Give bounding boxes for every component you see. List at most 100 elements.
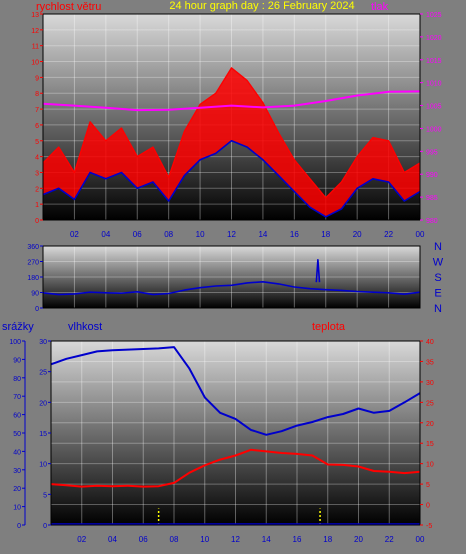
top-x-tick-label: 10 <box>196 230 205 239</box>
top-y-tick-label-right: 1015 <box>426 58 442 65</box>
bottom-plot-area <box>51 341 420 525</box>
top-y-tick-label-left: 11 <box>32 44 39 51</box>
top-y-tick-label-left: 2 <box>35 186 39 193</box>
bottom-y-tick-label-left: 5 <box>43 492 47 499</box>
bottom-y-tick-label-left: 90 <box>13 357 21 364</box>
bottom-y-tick-label-left: 20 <box>13 486 21 493</box>
bottom-x-tick-label: 20 <box>354 535 363 544</box>
top-x-tick-label: 20 <box>353 230 362 239</box>
bottom-y-tick-label-left: 70 <box>13 394 21 401</box>
top-y-tick-label-left: 3 <box>35 170 39 177</box>
bottom-y-tick-label-right: 0 <box>426 503 430 510</box>
top-y-tick-label-left: 8 <box>35 91 39 98</box>
top-x-tick-label: 14 <box>258 230 267 239</box>
wind-max-line <box>42 67 421 199</box>
bottom-x-tick-label: 22 <box>385 535 394 544</box>
top-y-tick-label-right: 990 <box>426 172 438 179</box>
top-y-tick-label-right: 980 <box>426 218 438 225</box>
top-y-tick-label-left: 7 <box>35 107 39 114</box>
top-y-tick-label-right: 985 <box>426 195 438 202</box>
series-layer <box>42 67 421 525</box>
rain-label: srážky <box>2 321 34 333</box>
bottom-y-tick-label-right: -5 <box>426 523 432 530</box>
top-y-tick-label-left: 9 <box>35 75 39 82</box>
wind-direction-line <box>42 280 421 296</box>
top-x-tick-label: 16 <box>290 230 299 239</box>
bottom-x-tick-label: 02 <box>77 535 86 544</box>
bottom-y-tick-label-right: 35 <box>426 359 434 366</box>
wind-speed-band <box>43 67 420 217</box>
bottom-y-tick-label-right: 20 <box>426 421 434 428</box>
bottom-x-tick-label: 00 <box>416 535 425 544</box>
chart-title: 24 hour graph day : 26 February 2024 <box>169 0 354 12</box>
top-y-tick-label-right: 1005 <box>426 104 442 111</box>
middle-plot-area <box>43 246 420 308</box>
top-x-tick-label: 12 <box>227 230 236 239</box>
wind-direction-spike <box>315 258 321 283</box>
compass-label: W <box>433 257 444 269</box>
top-x-tick-label: 18 <box>321 230 330 239</box>
top-y-tick-label-left: 12 <box>31 28 39 35</box>
compass-label: E <box>434 288 441 300</box>
bottom-y-tick-label-left: 30 <box>13 468 21 475</box>
top-y-tick-label-right: 995 <box>426 149 438 156</box>
top-y-tick-label-right: 1025 <box>426 12 442 19</box>
middle-y-tick-label-left: 0 <box>35 306 39 313</box>
bottom-y-tick-label-right: 30 <box>426 380 434 387</box>
bottom-x-tick-label: 18 <box>323 535 332 544</box>
top-y-tick-label-left: 4 <box>35 155 39 162</box>
bottom-x-tick-label: 08 <box>170 535 179 544</box>
bottom-x-tick-label: 14 <box>262 535 271 544</box>
compass-label: N <box>434 303 442 315</box>
temperature-label: teplota <box>312 321 346 333</box>
bottom-x-tick-label: 16 <box>293 535 302 544</box>
top-y-tick-label-left: 5 <box>35 139 39 146</box>
bottom-y-tick-label-right: 40 <box>426 339 434 346</box>
bottom-y-tick-label-left: 25 <box>39 370 47 377</box>
compass-label: S <box>434 272 441 284</box>
top-y-tick-label-right: 1000 <box>426 126 442 133</box>
top-x-tick-label: 00 <box>416 230 425 239</box>
bottom-y-tick-label-right: 15 <box>426 441 434 448</box>
top-x-tick-label: 06 <box>133 230 142 239</box>
middle-y-tick-label-left: 90 <box>31 291 39 298</box>
pressure-label: tlak <box>371 1 389 13</box>
top-y-tick-label-left: 0 <box>35 218 39 225</box>
bottom-x-tick-label: 12 <box>231 535 240 544</box>
bottom-x-tick-label: 06 <box>139 535 148 544</box>
pressure-line <box>42 90 421 112</box>
top-y-tick-label-right: 1020 <box>426 35 442 42</box>
bottom-y-tick-label-left: 20 <box>39 400 47 407</box>
top-y-tick-label-right: 1010 <box>426 81 442 88</box>
bottom-y-tick-label-left: 50 <box>13 431 21 438</box>
bottom-y-tick-label-left: 0 <box>17 523 21 530</box>
wind-speed-label: rychlost větru <box>36 1 101 13</box>
middle-y-tick-label-left: 270 <box>27 260 39 267</box>
bottom-y-tick-label-left: 15 <box>39 431 47 438</box>
bottom-y-tick-label-left: 0 <box>43 523 47 530</box>
humidity-line <box>50 346 421 436</box>
top-y-tick-label-left: 1 <box>35 202 39 209</box>
top-plot-border <box>42 13 421 221</box>
top-x-tick-label: 04 <box>101 230 110 239</box>
bottom-y-tick-label-left: 80 <box>13 376 21 383</box>
temperature-line <box>50 448 421 488</box>
bottom-y-tick-label-left: 10 <box>39 462 47 469</box>
top-y-tick-label-left: 6 <box>35 123 39 130</box>
wind-min-line <box>42 140 421 218</box>
top-x-tick-label: 08 <box>164 230 173 239</box>
top-x-tick-label: 22 <box>384 230 393 239</box>
middle-y-tick-label-left: 360 <box>27 244 39 251</box>
bottom-y-tick-label-left: 100 <box>9 339 21 346</box>
axis-layer: 02 04 06 08 10 12 14 16 18 20 22 000123456789101112… <box>9 12 443 544</box>
compass-label: N <box>434 241 442 253</box>
humidity-label: vlhkost <box>68 321 102 333</box>
bottom-y-tick-label-left: 30 <box>39 339 47 346</box>
top-y-tick-label-left: 13 <box>31 12 39 19</box>
bottom-x-tick-label: 04 <box>108 535 117 544</box>
top-y-tick-label-left: 10 <box>31 60 39 67</box>
bottom-y-tick-label-right: 10 <box>426 462 434 469</box>
top-x-tick-label: 02 <box>70 230 79 239</box>
bottom-y-tick-label-left: 40 <box>13 449 21 456</box>
